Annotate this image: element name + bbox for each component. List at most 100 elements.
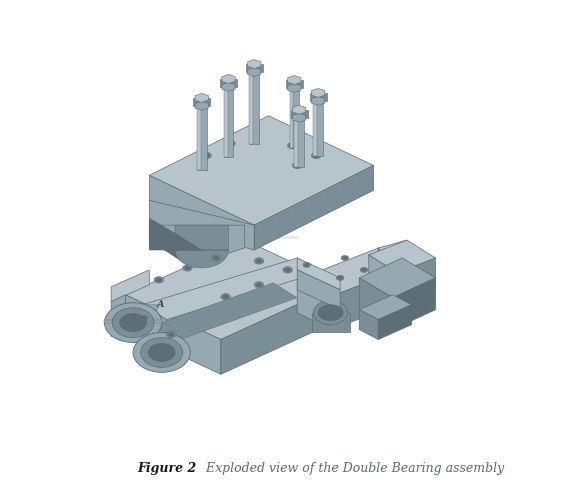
Ellipse shape xyxy=(251,132,257,135)
Polygon shape xyxy=(297,280,331,329)
Text: Figure 2: Figure 2 xyxy=(137,462,196,475)
Polygon shape xyxy=(291,110,308,118)
Polygon shape xyxy=(286,80,303,88)
Text: Exploded view of the Double Bearing assembly: Exploded view of the Double Bearing asse… xyxy=(198,462,504,475)
Polygon shape xyxy=(149,225,245,262)
Polygon shape xyxy=(313,101,323,155)
Ellipse shape xyxy=(292,162,302,169)
Ellipse shape xyxy=(288,143,297,148)
Text: A: A xyxy=(157,300,164,309)
Ellipse shape xyxy=(140,314,149,321)
Polygon shape xyxy=(149,200,254,250)
Ellipse shape xyxy=(120,314,146,331)
Ellipse shape xyxy=(256,283,262,287)
Polygon shape xyxy=(248,67,261,76)
Polygon shape xyxy=(397,258,436,305)
Polygon shape xyxy=(297,258,340,290)
Ellipse shape xyxy=(149,344,159,351)
Polygon shape xyxy=(369,240,436,273)
Ellipse shape xyxy=(148,344,175,361)
Polygon shape xyxy=(297,248,412,297)
Polygon shape xyxy=(126,295,221,374)
Polygon shape xyxy=(197,106,201,171)
Ellipse shape xyxy=(226,141,235,146)
Polygon shape xyxy=(246,64,263,72)
Polygon shape xyxy=(149,116,373,225)
Polygon shape xyxy=(111,295,126,337)
Ellipse shape xyxy=(343,257,347,260)
Polygon shape xyxy=(250,72,259,143)
Ellipse shape xyxy=(151,346,157,350)
Polygon shape xyxy=(175,225,228,268)
Polygon shape xyxy=(149,225,187,265)
Polygon shape xyxy=(294,118,304,167)
Polygon shape xyxy=(143,283,297,345)
Ellipse shape xyxy=(303,263,311,268)
Ellipse shape xyxy=(133,332,190,372)
Polygon shape xyxy=(193,98,210,106)
Ellipse shape xyxy=(283,267,292,273)
Polygon shape xyxy=(393,278,436,329)
Ellipse shape xyxy=(142,316,147,319)
Polygon shape xyxy=(292,113,306,122)
Polygon shape xyxy=(143,258,321,319)
Polygon shape xyxy=(359,278,393,329)
Polygon shape xyxy=(195,101,208,110)
Polygon shape xyxy=(126,240,340,340)
Polygon shape xyxy=(379,248,383,265)
Polygon shape xyxy=(359,258,436,298)
Polygon shape xyxy=(312,89,325,98)
Polygon shape xyxy=(294,118,298,167)
Ellipse shape xyxy=(156,278,162,282)
Ellipse shape xyxy=(304,264,309,267)
Polygon shape xyxy=(288,75,301,85)
Polygon shape xyxy=(379,305,412,340)
Ellipse shape xyxy=(256,259,262,263)
Ellipse shape xyxy=(221,294,230,300)
Polygon shape xyxy=(309,93,327,101)
Polygon shape xyxy=(221,285,340,374)
Polygon shape xyxy=(312,97,325,105)
Ellipse shape xyxy=(183,265,192,271)
Polygon shape xyxy=(288,83,301,93)
Ellipse shape xyxy=(336,275,344,280)
Polygon shape xyxy=(313,101,317,155)
Polygon shape xyxy=(312,313,349,331)
Ellipse shape xyxy=(313,154,319,157)
Ellipse shape xyxy=(227,142,234,145)
Polygon shape xyxy=(289,88,293,147)
Ellipse shape xyxy=(289,144,295,147)
Ellipse shape xyxy=(294,163,300,167)
Polygon shape xyxy=(289,88,299,147)
Ellipse shape xyxy=(313,301,348,324)
Ellipse shape xyxy=(254,282,264,288)
Ellipse shape xyxy=(312,152,321,158)
Polygon shape xyxy=(248,59,261,68)
Ellipse shape xyxy=(167,331,176,338)
Polygon shape xyxy=(149,218,202,250)
Ellipse shape xyxy=(140,338,183,367)
Polygon shape xyxy=(116,305,160,322)
Polygon shape xyxy=(126,329,179,353)
Ellipse shape xyxy=(341,256,349,261)
Polygon shape xyxy=(359,295,412,319)
Ellipse shape xyxy=(360,268,368,273)
Polygon shape xyxy=(292,105,306,114)
Polygon shape xyxy=(250,72,254,143)
Ellipse shape xyxy=(211,255,221,261)
Ellipse shape xyxy=(202,152,211,158)
Polygon shape xyxy=(111,270,149,302)
Ellipse shape xyxy=(213,256,219,260)
Polygon shape xyxy=(197,106,207,171)
Polygon shape xyxy=(379,240,412,256)
Ellipse shape xyxy=(318,305,343,320)
Polygon shape xyxy=(143,305,167,345)
Ellipse shape xyxy=(204,154,210,157)
Ellipse shape xyxy=(112,308,154,338)
Ellipse shape xyxy=(250,131,259,137)
Ellipse shape xyxy=(168,332,174,337)
Ellipse shape xyxy=(104,303,162,343)
Polygon shape xyxy=(297,270,340,310)
Ellipse shape xyxy=(223,295,228,299)
Polygon shape xyxy=(220,79,237,87)
